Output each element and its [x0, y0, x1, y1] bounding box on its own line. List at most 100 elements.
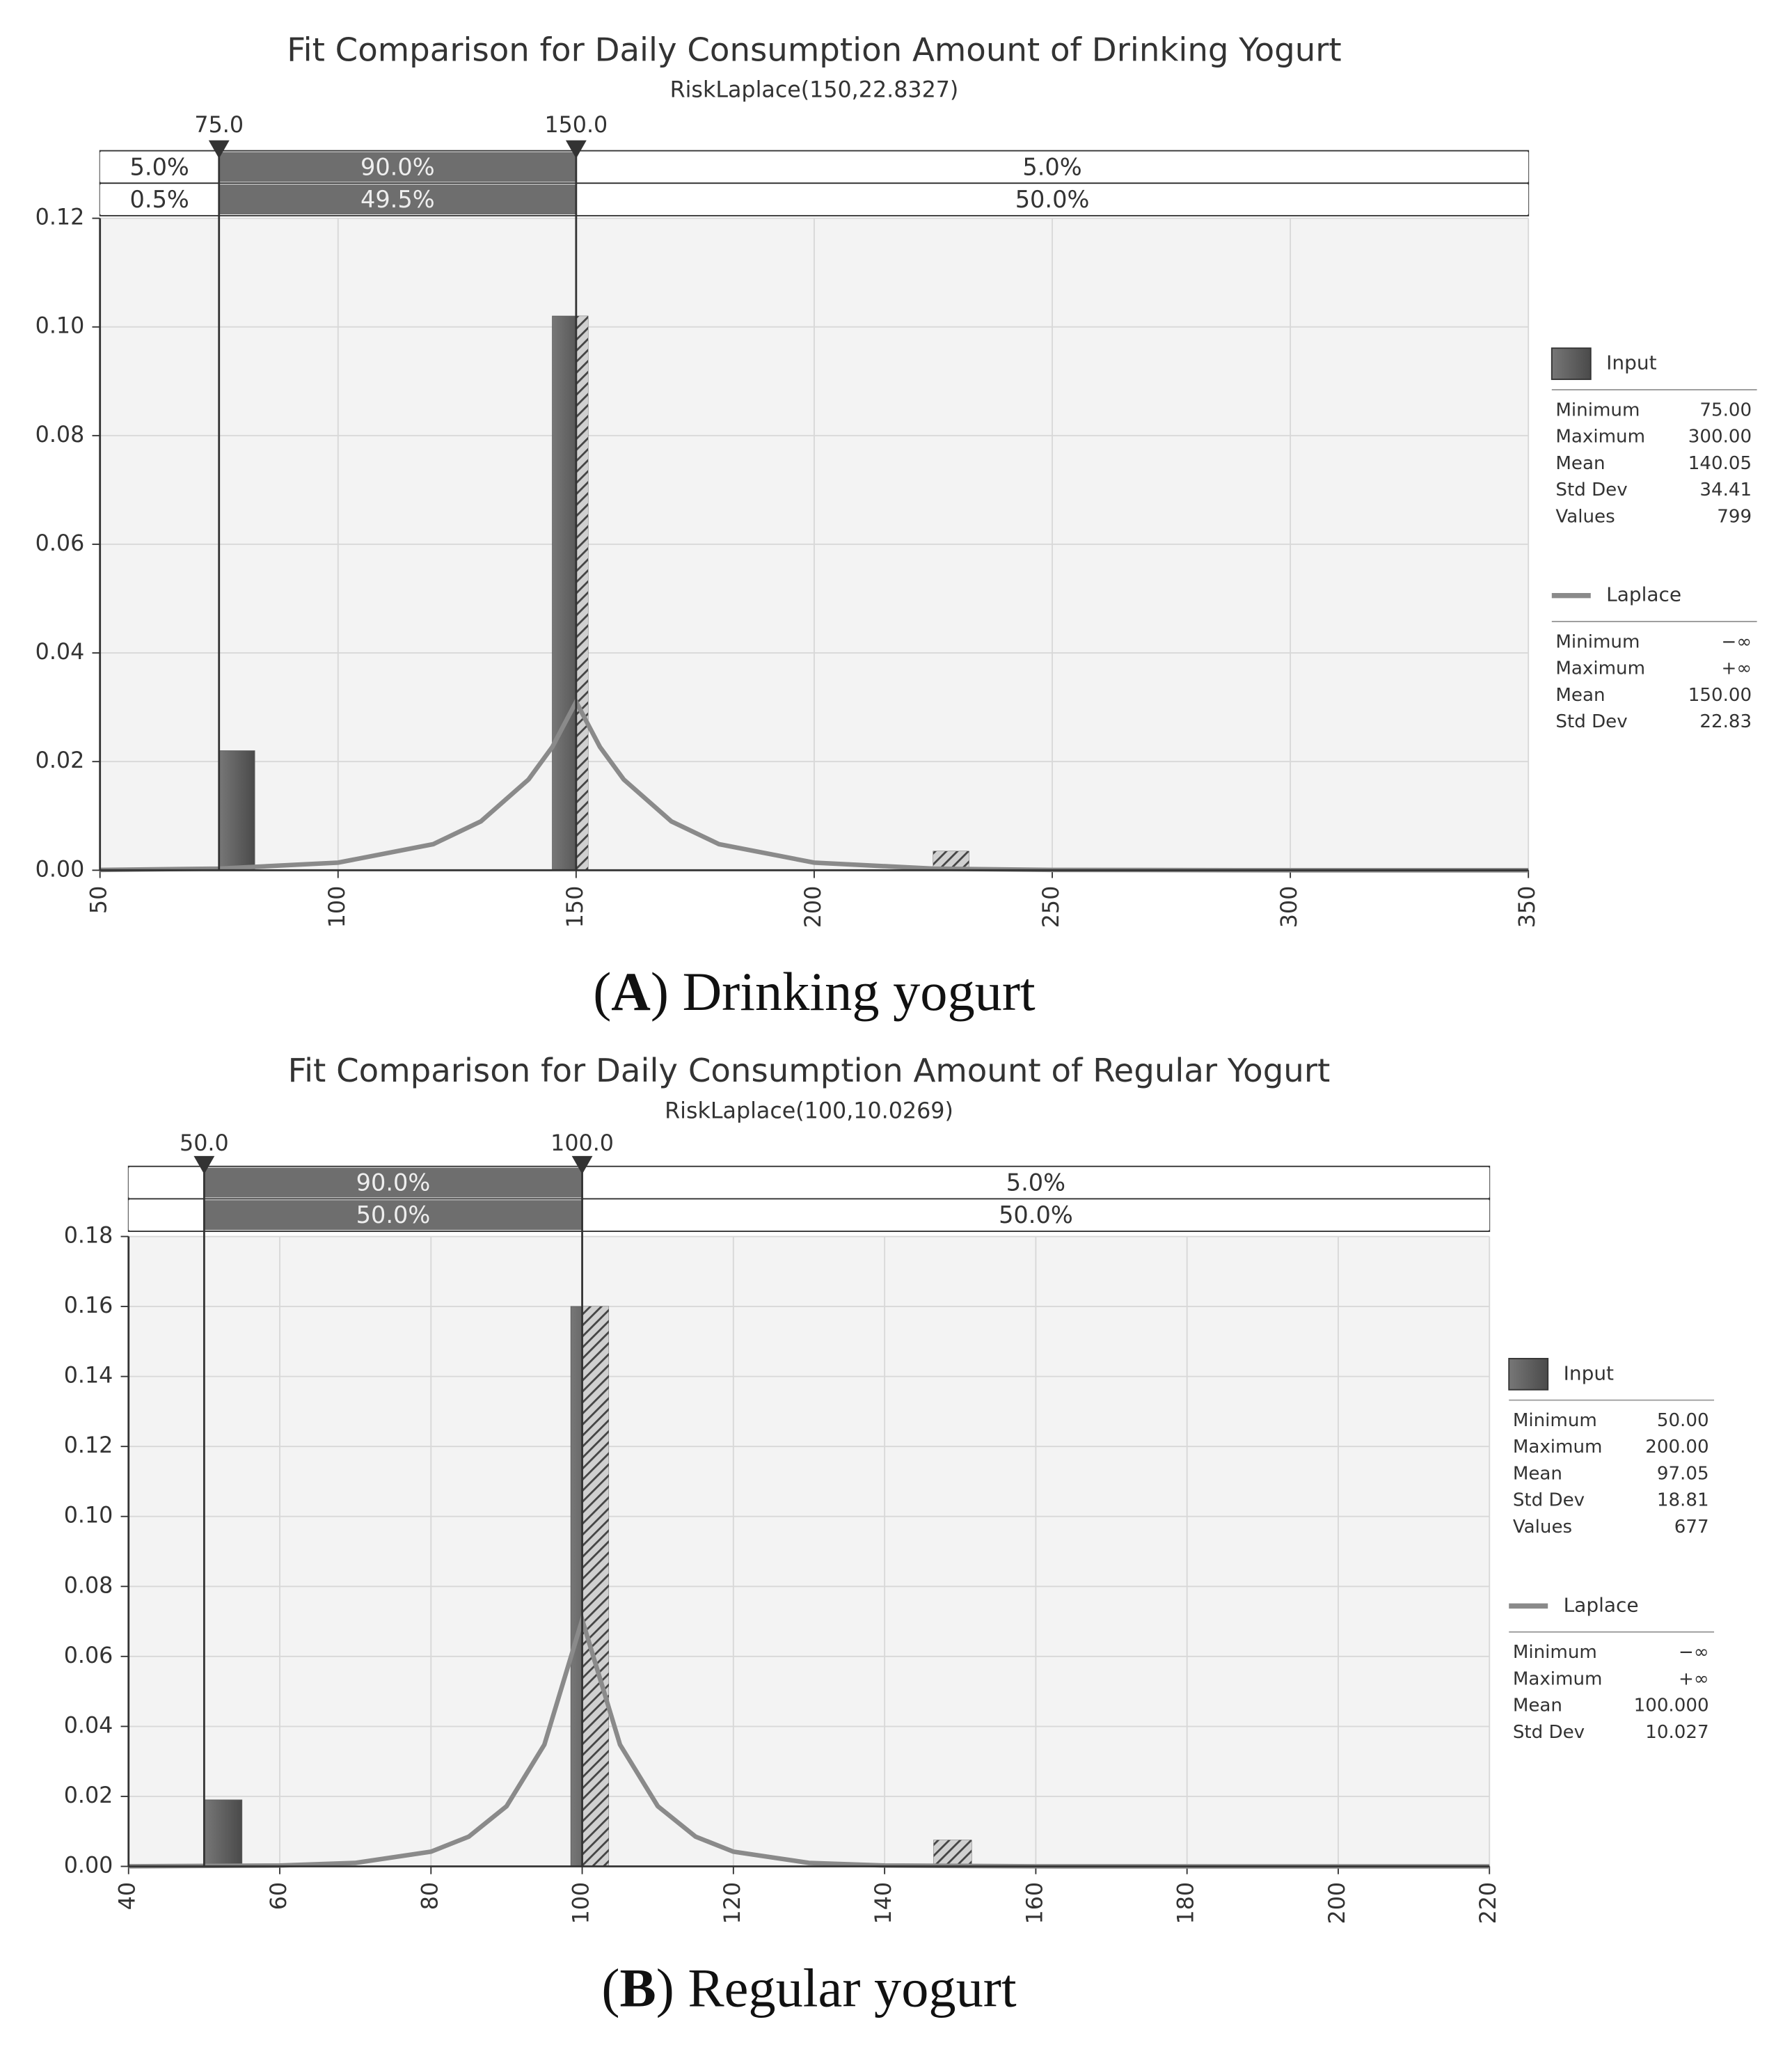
band-label: 50.0%: [999, 1201, 1073, 1228]
delimiter-marker: [208, 140, 230, 159]
stat-value: +∞: [1679, 1668, 1709, 1689]
band-label: 90.0%: [356, 1169, 431, 1196]
stat-value: 100.000: [1634, 1696, 1709, 1716]
y-tick-label: 0.00: [64, 1853, 113, 1878]
x-tick-label: 220: [1476, 1882, 1501, 1925]
y-tick-label: 0.08: [64, 1573, 113, 1598]
delimiter-label: 75.0: [194, 113, 244, 138]
y-tick-label: 0.06: [64, 1643, 113, 1668]
chart: Fit Comparison for Daily Consumption Amo…: [35, 31, 1757, 1022]
x-tick-label: 150: [563, 886, 588, 928]
bar-hatch: [582, 1306, 609, 1867]
chart-title: Fit Comparison for Daily Consumption Amo…: [287, 31, 1342, 68]
stat-value: 677: [1674, 1517, 1709, 1538]
legend-swatch: [1551, 347, 1592, 380]
bar: [219, 750, 255, 871]
plot-area: [128, 1236, 1490, 1867]
stat-value: 140.05: [1688, 453, 1752, 474]
x-tick-label: 60: [267, 1882, 292, 1910]
stat-value: +∞: [1722, 658, 1752, 679]
bar-hatch: [933, 1840, 972, 1867]
y-tick-label: 0.04: [64, 1713, 113, 1738]
x-tick-label: 300: [1277, 886, 1302, 928]
stat-value: 97.05: [1657, 1463, 1709, 1484]
delimiter-label: 50.0: [180, 1131, 229, 1156]
band-segment: [204, 1167, 582, 1198]
y-tick-label: 0.04: [35, 640, 85, 665]
fit-line: [128, 1611, 1490, 1869]
legend-label: Laplace: [1606, 583, 1681, 606]
x-tick-label: 350: [1515, 886, 1540, 928]
band-segment: [100, 152, 219, 182]
stat-value: −∞: [1722, 631, 1752, 652]
chart-title: Fit Comparison for Daily Consumption Amo…: [288, 1052, 1331, 1089]
delimiter-label: 100.0: [550, 1131, 614, 1156]
x-tick-label: 40: [116, 1882, 141, 1910]
bar: [203, 1799, 243, 1867]
stat-value: 200.00: [1645, 1437, 1708, 1457]
legend-swatch: [1508, 1357, 1549, 1391]
stat-name: Maximum: [1513, 1437, 1603, 1457]
x-tick-label: 100: [569, 1882, 594, 1925]
stat-name: Minimum: [1513, 1642, 1597, 1663]
y-tick-label: 0.02: [35, 748, 85, 773]
stat-name: Mean: [1513, 1696, 1562, 1716]
stat-name: Maximum: [1513, 1668, 1603, 1689]
band-segment: [582, 1200, 1490, 1231]
y-tick-label: 0.06: [35, 531, 85, 556]
x-tick-label: 50: [87, 886, 112, 914]
band-label: 5.0%: [1022, 153, 1081, 180]
x-tick-label: 200: [1325, 1882, 1350, 1925]
y-tick-label: 0.14: [64, 1364, 113, 1389]
band-label: 50.0%: [356, 1201, 431, 1228]
x-tick-label: 180: [1174, 1882, 1199, 1925]
stat-name: Mean: [1555, 685, 1605, 706]
band-label: 49.5%: [360, 186, 435, 213]
band-segment: [219, 152, 576, 182]
legend-label: Input: [1564, 1361, 1614, 1384]
caption: (B) Regular yogurt: [601, 1957, 1017, 2018]
stat-name: Std Dev: [1513, 1722, 1585, 1743]
x-tick-label: 100: [325, 886, 350, 928]
stat-value: 300.00: [1688, 427, 1752, 448]
y-tick-label: 0.00: [35, 857, 85, 882]
chart-subtitle: RiskLaplace(150,22.8327): [670, 78, 959, 103]
stat-value: 150.00: [1688, 685, 1752, 706]
band-segment: [576, 184, 1529, 215]
x-tick-label: 120: [720, 1882, 745, 1925]
stat-name: Mean: [1555, 453, 1605, 474]
x-tick-label: 250: [1039, 886, 1064, 928]
delimiter-marker: [193, 1155, 215, 1174]
band-segment: [204, 1200, 582, 1231]
caption: (A) Drinking yogurt: [593, 961, 1036, 1022]
stat-name: Maximum: [1555, 427, 1645, 448]
fit-line: [100, 697, 1529, 873]
stat-name: Maximum: [1555, 658, 1645, 679]
stat-name: Values: [1513, 1517, 1572, 1538]
band-segment: [576, 152, 1529, 182]
chart-subtitle: RiskLaplace(100,10.0269): [665, 1098, 953, 1123]
y-tick-label: 0.16: [64, 1293, 113, 1318]
delimiter-marker: [571, 1155, 593, 1174]
y-tick-label: 0.18: [64, 1224, 113, 1249]
band-segment: [128, 1200, 205, 1231]
bar-hatch: [576, 316, 588, 871]
band-label: 5.0%: [130, 153, 189, 180]
y-tick-label: 0.10: [35, 314, 85, 339]
legend-label: Input: [1606, 351, 1656, 374]
delimiter-marker: [565, 140, 587, 159]
x-tick-label: 200: [801, 886, 826, 928]
band-segment: [582, 1167, 1490, 1198]
band-label: 0.5%: [130, 186, 189, 213]
stat-value: 75.00: [1699, 400, 1752, 420]
y-tick-label: 0.08: [35, 422, 85, 448]
y-tick-label: 0.10: [64, 1503, 113, 1528]
stat-name: Values: [1555, 506, 1615, 527]
stat-name: Minimum: [1513, 1410, 1597, 1431]
stat-value: 799: [1717, 506, 1752, 527]
band-segment: [219, 184, 576, 215]
legend-label: Laplace: [1564, 1593, 1639, 1616]
y-tick-label: 0.02: [64, 1783, 113, 1808]
chart: Fit Comparison for Daily Consumption Amo…: [64, 1052, 1715, 2018]
